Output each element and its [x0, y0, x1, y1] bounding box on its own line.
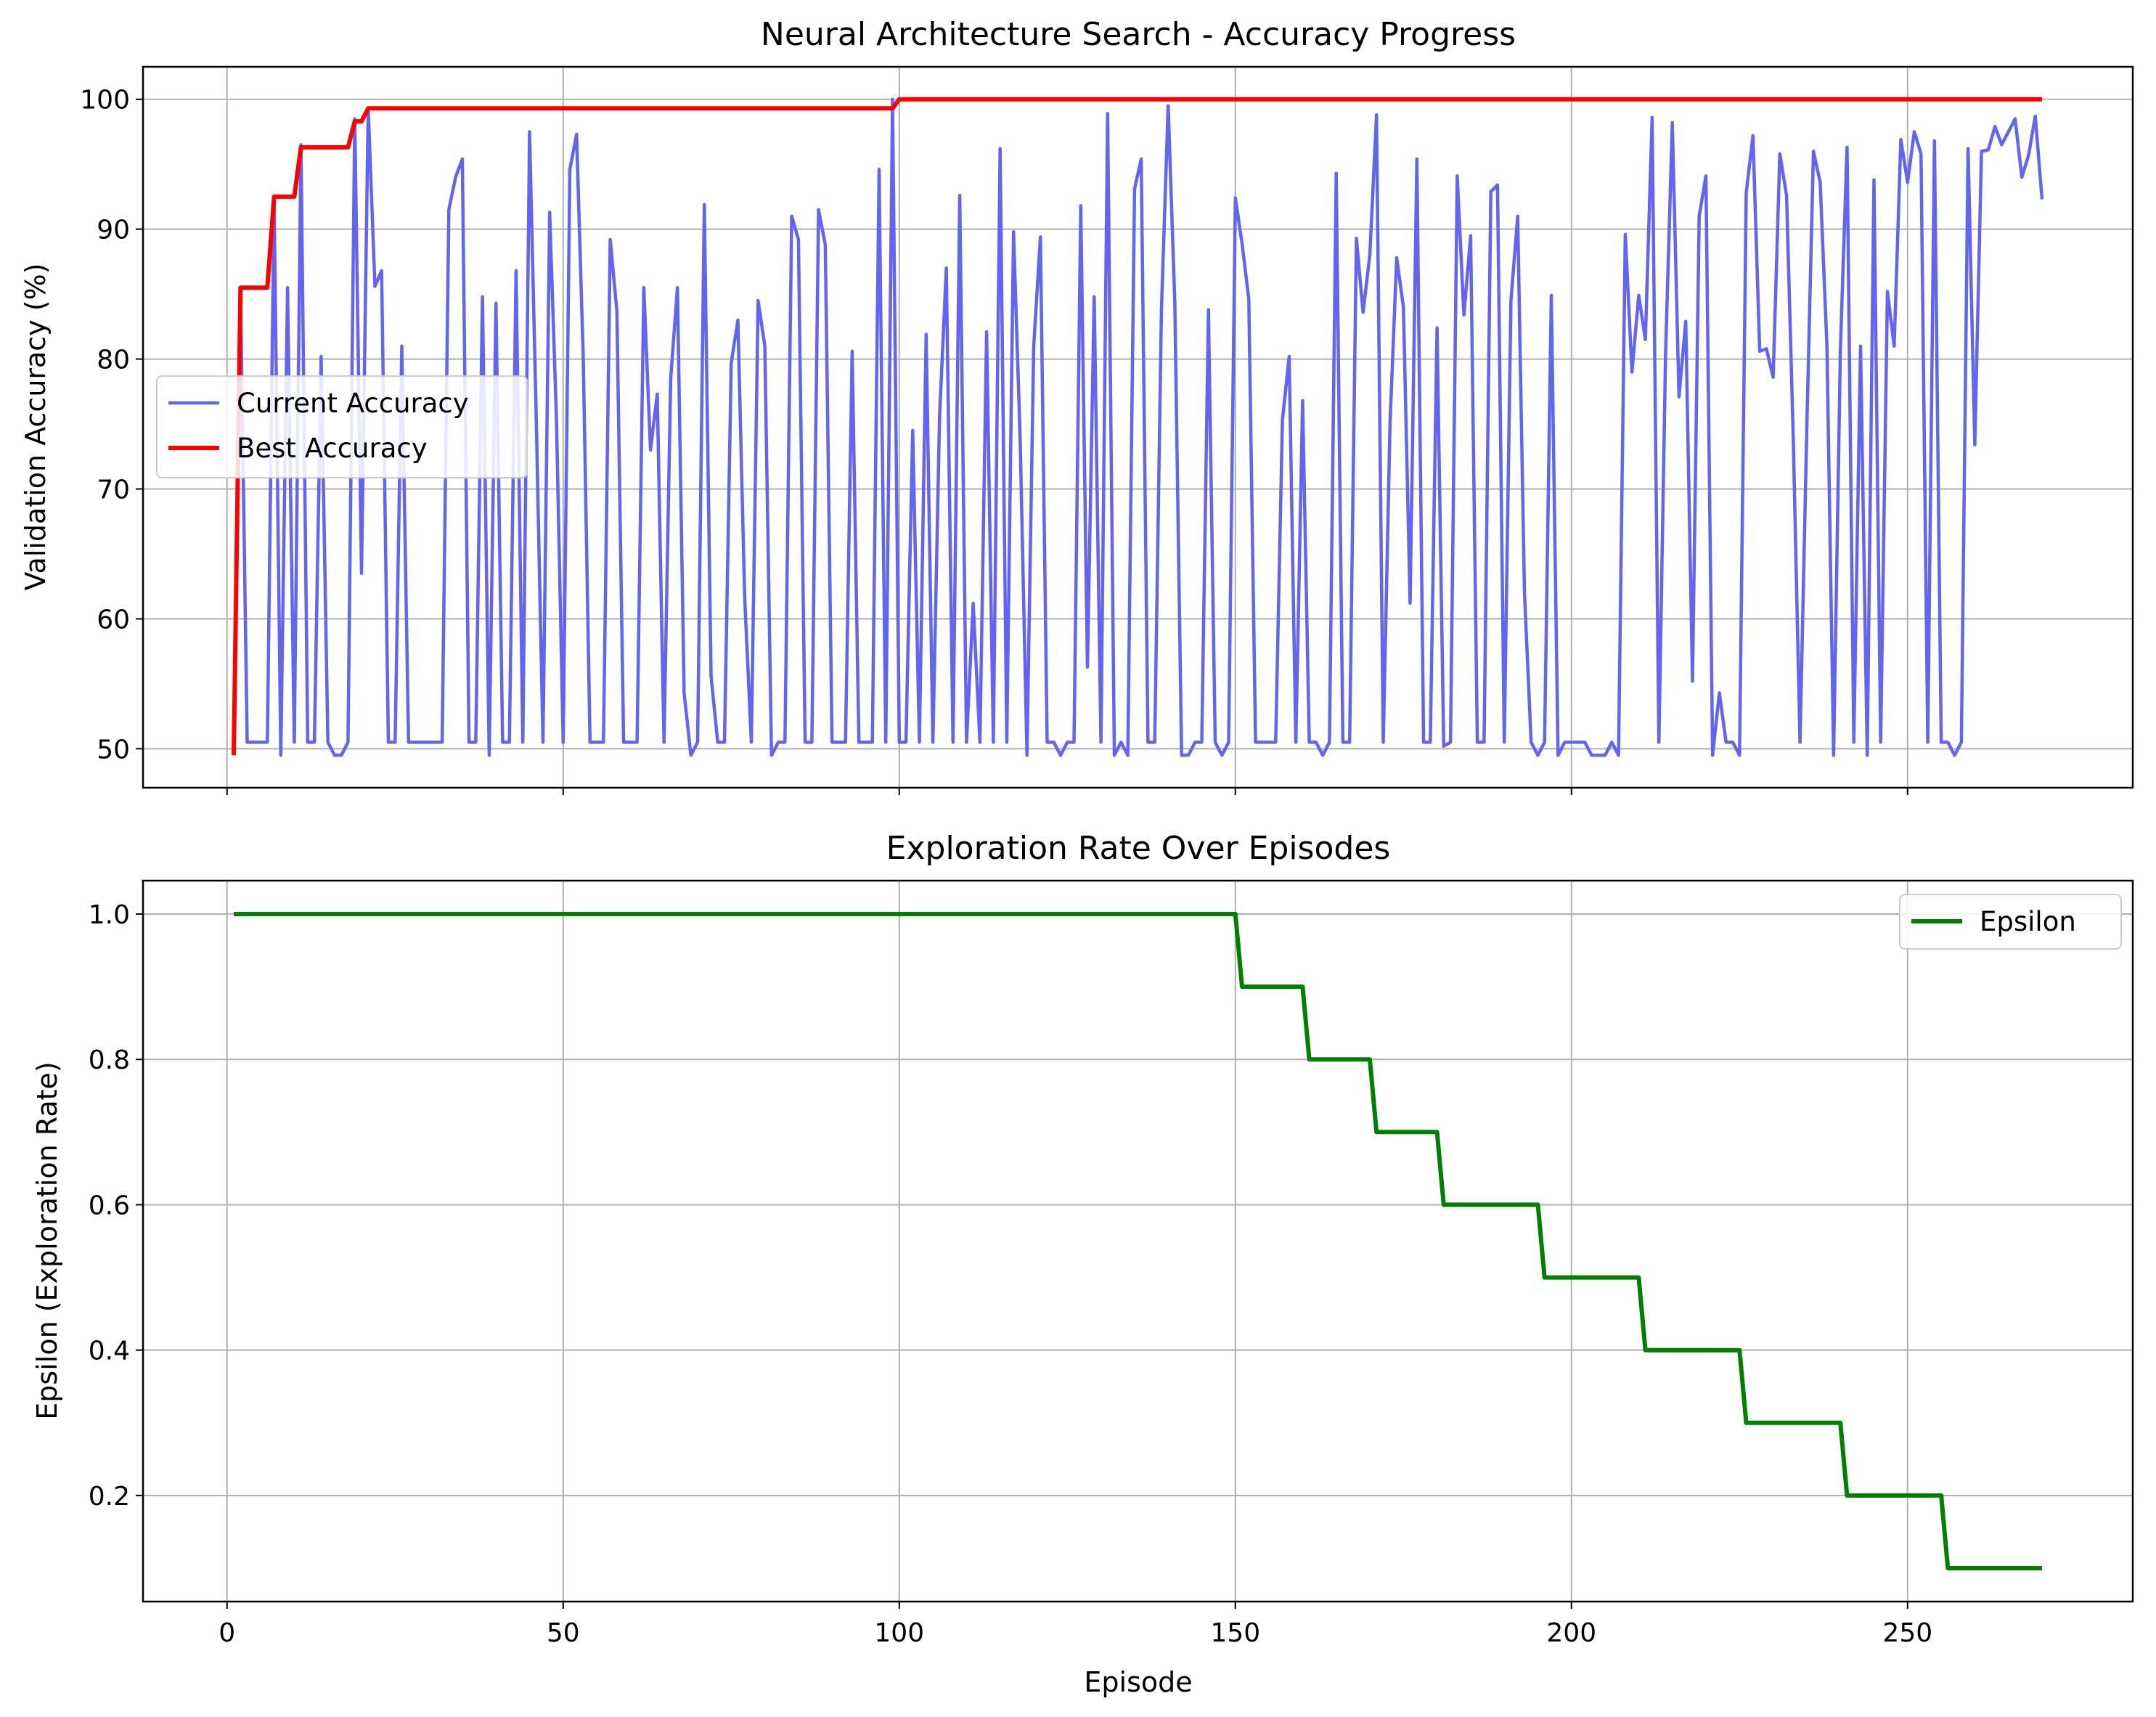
epsilon-ticks: 0 50 100 150 200 250 0.2 0.4 0.6 0.8 1.0 — [89, 900, 1932, 1648]
accuracy-y-axis-label: Validation Accuracy (%) — [20, 263, 52, 590]
accuracy-ticks: 50 60 70 80 90 100 — [80, 86, 1908, 795]
y-tick-label: 0.8 — [89, 1045, 130, 1075]
y-tick-label: 0.4 — [89, 1337, 130, 1366]
legend-box — [1899, 894, 2122, 950]
epsilon-plot-frame — [142, 879, 2134, 1603]
series-line-current-accuracy — [232, 97, 2044, 757]
x-tick-label: 0 — [219, 1618, 235, 1648]
series-line-epsilon — [234, 912, 2042, 1570]
legend-label-best-accuracy: Best Accuracy — [237, 433, 428, 464]
accuracy-legend: Current Accuracy Best Accuracy — [156, 375, 528, 478]
y-tick-label: 0.6 — [89, 1191, 130, 1220]
x-tick-label: 100 — [874, 1618, 924, 1648]
series-line-best-accuracy — [232, 97, 2042, 756]
epsilon-chart-title: Exploration Rate Over Episodes — [886, 830, 1391, 867]
x-tick-label: 250 — [1882, 1618, 1932, 1648]
epsilon-legend: Epsilon — [1899, 894, 2122, 950]
y-tick-label: 1.0 — [89, 900, 130, 930]
accuracy-plot-frame — [142, 65, 2134, 789]
y-tick-label: 70 — [97, 475, 130, 505]
accuracy-series — [232, 97, 2044, 757]
y-tick-label: 80 — [97, 346, 130, 375]
x-tick-label: 50 — [547, 1618, 580, 1648]
epsilon-x-axis-label: Episode — [1084, 1666, 1192, 1698]
legend-label-current-accuracy: Current Accuracy — [237, 388, 469, 419]
accuracy-panel: Neural Architecture Search - Accuracy Pr… — [20, 16, 2134, 795]
epsilon-panel: Exploration Rate Over Episodes 0 50 100 150… — [31, 830, 2134, 1698]
legend-label-epsilon: Epsilon — [1980, 906, 2076, 937]
epsilon-y-axis-label: Epsilon (Exploration Rate) — [31, 1061, 63, 1419]
y-tick-label: 60 — [97, 605, 130, 635]
y-tick-label: 90 — [97, 216, 130, 245]
x-tick-label: 200 — [1546, 1618, 1596, 1648]
accuracy-chart-title: Neural Architecture Search - Accuracy Pr… — [761, 16, 1516, 53]
y-tick-label: 100 — [80, 86, 130, 115]
epsilon-series — [234, 912, 2042, 1570]
y-tick-label: 0.2 — [89, 1482, 130, 1512]
y-tick-label: 50 — [97, 735, 130, 764]
legend-box — [156, 375, 528, 478]
x-tick-label: 150 — [1210, 1618, 1260, 1648]
